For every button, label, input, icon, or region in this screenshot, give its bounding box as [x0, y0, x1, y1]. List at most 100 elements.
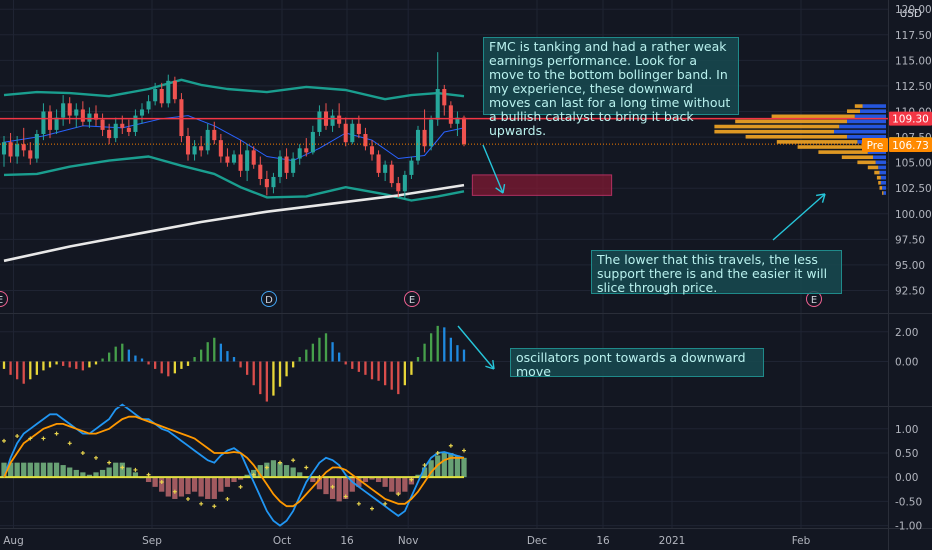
resistance-line[interactable]: [0, 117, 888, 145]
macd-histogram-bar: [375, 477, 382, 483]
macd-marker-point: [238, 484, 243, 489]
macd-histogram-bar: [454, 455, 461, 478]
event-marker-label: E: [409, 295, 415, 306]
price-label-resistance-bg: [889, 111, 932, 126]
oscillator-bar: [127, 349, 131, 362]
macd-histogram-bar: [7, 462, 14, 478]
oscillator-bar: [278, 361, 282, 387]
macd-histogram-bar: [218, 477, 224, 492]
oscillator-bar: [272, 361, 275, 396]
annotation-note-top[interactable]: FMC is tanking and had a rather weak ear…: [483, 37, 739, 138]
macd-marker-point: [396, 492, 401, 497]
macd-histogram-bar: [73, 469, 79, 478]
time-axis-tick: Nov: [398, 535, 419, 547]
event-marker-label: E: [811, 295, 817, 306]
macd-histogram-bar: [86, 474, 93, 478]
oscillator-bar: [298, 357, 301, 362]
price-label-pre: 106.73: [892, 140, 929, 152]
candle-body: [429, 119, 434, 147]
macd-histogram-bar: [323, 477, 329, 495]
candle-body: [15, 144, 20, 157]
macd-marker-point: [356, 501, 361, 506]
oscillator-bar: [252, 361, 255, 386]
annotation-note-oscillator[interactable]: oscillators pont towards a downward move: [510, 348, 764, 379]
candle-body: [396, 183, 401, 192]
oscillator-bar: [403, 361, 407, 386]
macd-axis-tick: -1.00: [895, 521, 922, 533]
volume-profile-buy-bar: [839, 124, 886, 129]
candle-body: [93, 113, 99, 120]
oscillator-bar: [121, 343, 124, 362]
candle-body: [205, 129, 210, 151]
candle-body: [350, 123, 355, 143]
price-label-pre-tag: Pre: [867, 140, 884, 152]
event-markers: EDEE: [0, 291, 822, 307]
macd-histogram-bar: [60, 465, 66, 478]
candle-body: [8, 142, 13, 157]
time-axis[interactable]: Aug Sep Oct 16 Nov Dec 16 2021 Feb: [3, 535, 810, 547]
macd-histogram-bar: [27, 462, 33, 478]
macd-marker-point: [67, 441, 72, 446]
candle-body: [159, 88, 164, 104]
macd-histogram-bar: [126, 467, 132, 478]
candle-body: [277, 156, 283, 177]
macd-axis-tick: 0.50: [895, 448, 918, 460]
candle-body: [67, 103, 72, 116]
macd-marker-point: [199, 501, 204, 506]
volume-profile-sell-bar: [879, 186, 883, 190]
macd-histogram-bar: [310, 477, 316, 483]
macd-marker-point: [54, 431, 59, 436]
macd-histogram-bar: [145, 477, 152, 483]
price-label-pre-bg: [889, 137, 932, 152]
grid-lines: [0, 0, 888, 528]
macd-marker-point: [251, 472, 256, 477]
oscillator-bar: [206, 342, 209, 362]
price-axis-tick: 97.50: [895, 234, 925, 246]
macd-histogram-bar: [198, 477, 204, 497]
macd-histogram-bar: [461, 457, 467, 478]
macd-histogram-bar: [67, 467, 73, 478]
price-axis-tick: 115.00: [895, 55, 932, 67]
oscillator-bar: [259, 361, 262, 395]
volume-profile-buy-bar: [862, 104, 886, 108]
macd-marker-point: [186, 496, 190, 501]
candle-body: [442, 88, 447, 106]
price-axis[interactable]: USD92.5095.0097.50100.00102.50105.00107.…: [895, 4, 932, 532]
macd-marker-point: [330, 484, 335, 489]
oscillator-bar: [305, 349, 308, 362]
macd-histogram-bar: [34, 462, 40, 478]
bollinger-upper-line: [3, 78, 465, 101]
macd-histogram-bar: [185, 477, 191, 495]
volume-profile-buy-bar: [847, 134, 886, 139]
annotation-arrows[interactable]: [457, 144, 826, 370]
oscillator-bar: [107, 352, 111, 362]
price-axis-tick: 95.00: [895, 260, 925, 272]
macd-axis-tick: -0.50: [895, 496, 922, 508]
candle-body: [54, 117, 59, 130]
volume-profile-sell-bar: [776, 140, 858, 144]
price-axis-tick: 112.50: [895, 81, 932, 93]
macd-marker-point: [94, 455, 98, 460]
annotation-note-middle[interactable]: The lower that this travels, the less su…: [591, 250, 842, 295]
candle-body: [291, 158, 296, 173]
macd-histogram-bar: [343, 477, 349, 499]
oscillator-bar: [134, 355, 137, 362]
macd-histogram-bar: [336, 477, 342, 502]
oscillator-bar: [337, 352, 341, 362]
macd-histogram-bar: [297, 472, 303, 478]
target-zone[interactable]: [471, 174, 613, 196]
oscillator-bar: [61, 361, 65, 366]
macd-marker-point: [383, 501, 388, 506]
candle-body: [304, 148, 309, 153]
price-axis-tick: 120.00: [895, 4, 932, 16]
candle-body: [21, 144, 26, 151]
volume-profile-sell-bar: [878, 180, 881, 185]
volume-profile-sell-bar: [714, 124, 840, 129]
oscillator-bar: [15, 361, 19, 380]
oscillator-bar: [48, 361, 52, 368]
candle-body: [199, 146, 204, 151]
candle-body: [343, 123, 348, 143]
macd-histogram-bar: [389, 477, 395, 492]
macd-histogram-bar: [21, 462, 27, 478]
